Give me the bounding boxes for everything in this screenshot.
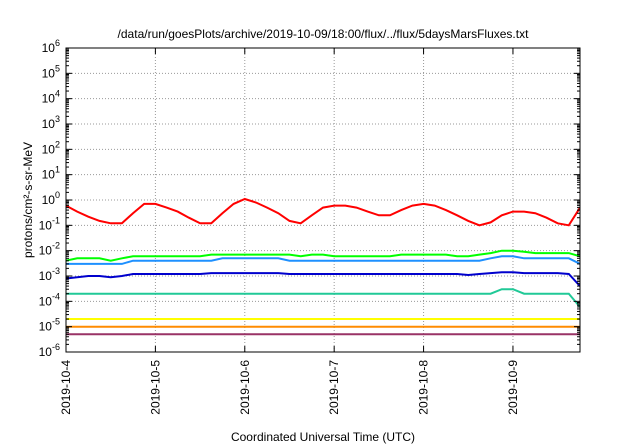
- x-tick-label: 2019-10-6: [238, 360, 252, 415]
- y-tick-label: 104: [42, 89, 60, 106]
- y-tick-label: 105: [42, 63, 60, 80]
- x-tick-label: 2019-10-7: [327, 360, 341, 415]
- x-axis-label: Coordinated Universal Time (UTC): [231, 430, 415, 444]
- chart-title: /data/run/goesPlots/archive/2019-10-09/1…: [118, 27, 530, 41]
- y-tick-label: 10-1: [39, 215, 60, 232]
- y-tick-label: 10-4: [39, 291, 60, 308]
- grid: [66, 48, 580, 352]
- y-tick-label: 103: [42, 114, 60, 131]
- series-line-4: [66, 271, 580, 287]
- series-line-3: [66, 255, 580, 265]
- x-tick-label: 2019-10-4: [59, 360, 73, 415]
- y-tick-label: 101: [42, 165, 60, 182]
- series-line-5: [66, 288, 580, 308]
- y-tick-label: 10-3: [39, 266, 60, 283]
- y-axis-label: protons/cm²-s-sr-MeV: [21, 142, 35, 258]
- series-line-1: [66, 197, 580, 227]
- y-tick-label: 10-5: [39, 317, 60, 334]
- x-tick-label: 2019-10-5: [148, 360, 162, 415]
- x-tick-label: 2019-10-8: [417, 360, 431, 415]
- x-tick-label: 2019-10-9: [506, 360, 520, 415]
- x-axis-ticks: 2019-10-4 2019-10-5 2019-10-6 2019-10-7 2019…: [59, 48, 520, 415]
- y-tick-label: 106: [42, 38, 60, 55]
- plot-frame: [65, 47, 581, 353]
- y-tick-label: 10-2: [39, 241, 60, 258]
- y-tick-label: 102: [42, 139, 60, 156]
- y-axis-ticks: 10-6 10-5 10-4 10-3 10-2 10-1 100 101 102 103 104 1…: [39, 38, 580, 359]
- series-layer: [66, 197, 580, 336]
- y-tick-label: 10-6: [39, 342, 60, 359]
- series-line-2: [66, 249, 580, 262]
- y-tick-label: 100: [42, 190, 60, 207]
